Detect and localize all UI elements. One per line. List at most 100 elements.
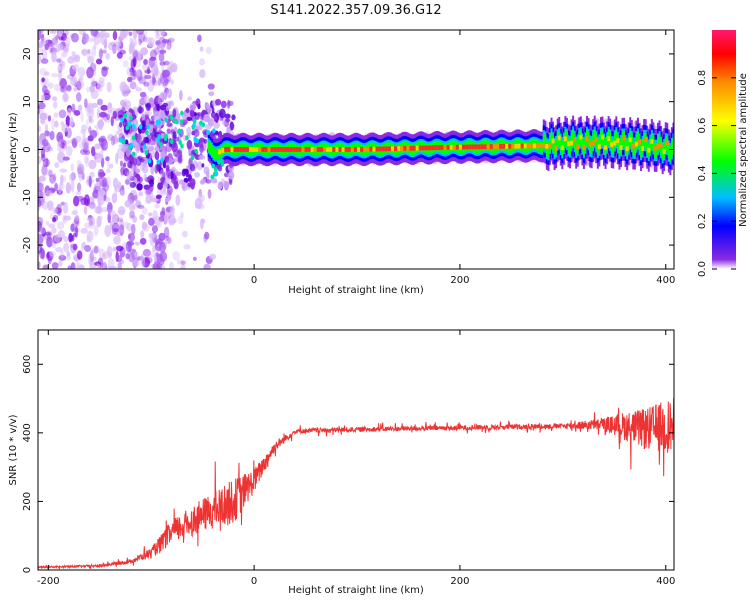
heatmap-cell [160, 157, 164, 163]
heatmap-cell [126, 170, 133, 180]
heatmap-cell [312, 145, 315, 156]
heatmap-noise-cell [116, 255, 122, 263]
heatmap-noise-cell [44, 231, 52, 236]
heatmap-cell [557, 135, 561, 141]
heatmap-noise-cell [81, 48, 88, 56]
heatmap-cell [210, 174, 215, 180]
heatmap-cell [142, 144, 147, 150]
heatmap-noise-cell [56, 58, 62, 63]
heatmap-cell [627, 136, 630, 152]
heatmap-cell [427, 143, 430, 155]
heatmap-noise-cell [66, 84, 72, 92]
heatmap-noise-cell [98, 135, 107, 148]
heatmap-noise-cell [98, 48, 103, 59]
heatmap-noise-cell [66, 107, 72, 117]
heatmap-cell [194, 112, 200, 120]
heatmap-cell [454, 141, 457, 152]
heatmap-noise-cell [147, 37, 155, 45]
heatmap-cell [291, 142, 294, 154]
heatmap-noise-cell [112, 110, 117, 120]
heatmap-cell [322, 142, 325, 154]
heatmap-cell [189, 108, 195, 118]
heatmap-cell [458, 144, 462, 150]
heatmap-noise-cell [119, 30, 126, 40]
heatmap-noise-cell [42, 158, 50, 168]
heatmap-noise-cell [76, 182, 82, 192]
heatmap-noise-cell [45, 157, 49, 167]
heatmap-cell [548, 143, 552, 149]
spectrogram-panel: -200 0 200 400 -20 -10 0 10 20 Height of straigh… [8, 29, 675, 296]
heatmap-noise-cell [96, 263, 101, 269]
heatmap-cell [460, 143, 463, 154]
heatmap-cell [180, 143, 184, 149]
heatmap-cell [207, 118, 214, 127]
heatmap-noise-cell [107, 133, 114, 141]
heatmap-cell [409, 145, 413, 151]
heatmap-noise-cell [118, 209, 125, 215]
heatmap-cell [597, 144, 601, 150]
heatmap-cell [384, 146, 388, 152]
heatmap-noise-cell [154, 70, 162, 80]
heatmap-cell [340, 143, 343, 154]
colorbar-tick-label: 0.0 [697, 261, 708, 277]
heatmap-noise-cell [133, 39, 137, 47]
heatmap-cell [474, 144, 478, 150]
heatmap-cell [138, 124, 143, 130]
heatmap-noise-cell [161, 39, 170, 44]
heatmap-cell [366, 146, 370, 152]
heatmap-noise-cell [97, 119, 105, 128]
heatmap-cell [154, 164, 159, 174]
heatmap-noise-cell [47, 115, 52, 122]
heatmap-cell [329, 147, 333, 152]
heatmap-noise-cell [139, 254, 145, 261]
heatmap-noise-cell [95, 181, 103, 190]
heatmap-cell [206, 129, 210, 135]
heatmap-noise-cell [134, 50, 141, 60]
heatmap-cell [122, 139, 126, 145]
heatmap-noise-cell [46, 232, 51, 241]
heatmap-noise-cell [51, 51, 57, 63]
heatmap-noise-cell [56, 189, 63, 195]
heatmap-noise-cell [107, 103, 113, 108]
heatmap-noise-cell [162, 187, 167, 194]
heatmap-cell [171, 176, 179, 185]
heatmap-noise-cell [166, 128, 171, 135]
heatmap-cell [602, 136, 605, 152]
heatmap-cell [172, 108, 177, 118]
heatmap-noise-cell [76, 163, 85, 175]
heatmap-cell [165, 164, 170, 171]
heatmap-cell [264, 147, 268, 152]
heatmap-cell [168, 100, 174, 107]
heatmap-noise-cell [38, 189, 43, 200]
heatmap-cell [529, 143, 533, 149]
heatmap-cell [590, 139, 593, 155]
heatmap-cell [649, 137, 652, 153]
heatmap-cell [313, 147, 317, 152]
heatmap-noise-cell [77, 66, 86, 78]
heatmap-cell [219, 108, 226, 119]
heatmap-cell [170, 166, 176, 172]
heatmap-cell [624, 138, 627, 154]
heatmap-cell [514, 143, 518, 149]
heatmap-cell [547, 142, 550, 157]
heatmap-cell [576, 144, 580, 150]
heatmap-noise-cell [128, 232, 136, 242]
heatmap-noise-cell [170, 79, 174, 85]
heatmap-noise-cell [57, 63, 63, 74]
heatmap-cell [528, 140, 531, 152]
heatmap-noise-cell [90, 77, 96, 89]
heatmap-noise-cell [51, 96, 58, 102]
heatmap-cell [525, 142, 528, 153]
heatmap-noise-cell [51, 227, 57, 234]
heatmap-noise-cell [164, 236, 172, 245]
heatmap-cell [261, 147, 265, 152]
heatmap-cell [141, 120, 146, 131]
heatmap-cell [122, 102, 127, 108]
heatmap-noise-cell [126, 66, 133, 77]
heatmap-cell [178, 179, 185, 185]
heatmap-noise-cell [142, 36, 148, 42]
heatmap-noise-cell [156, 30, 160, 37]
heatmap-cell [536, 143, 540, 149]
heatmap-cell [199, 120, 203, 126]
heatmap-cell [323, 147, 327, 152]
